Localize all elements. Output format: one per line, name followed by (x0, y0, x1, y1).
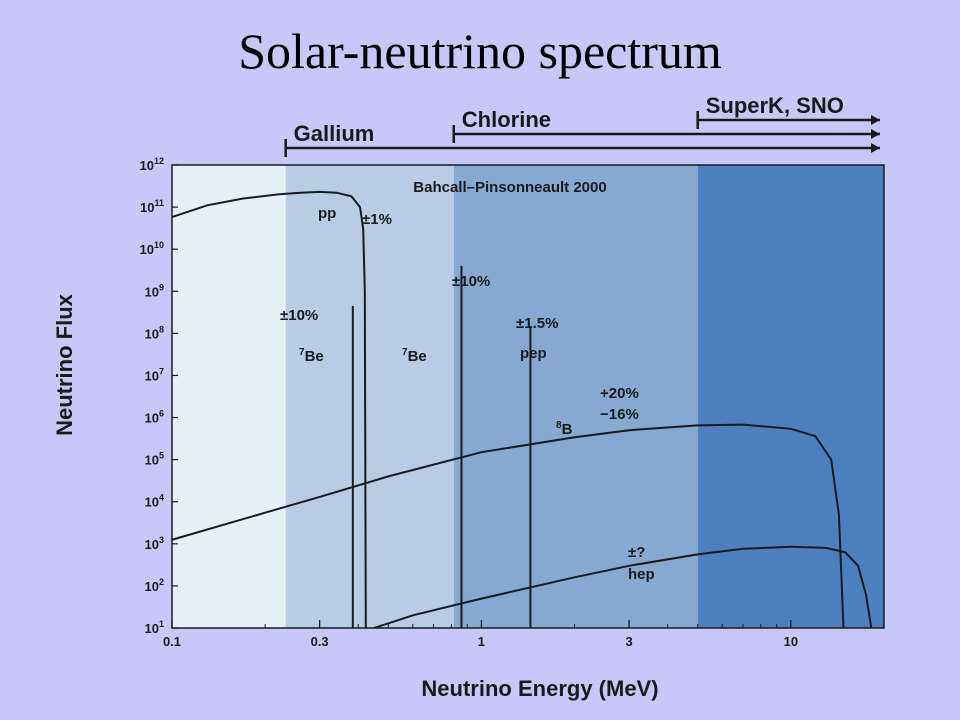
threshold-label: Chlorine (462, 107, 551, 132)
plot-frame (171, 164, 885, 629)
line-label-pep: pep (520, 345, 547, 362)
x-tick-label: 10 (784, 634, 798, 649)
y-tick-label: 101 (145, 619, 164, 636)
b8-uncertainty-lower: −16% (600, 406, 639, 423)
line-label-7Be-0.86: 7Be (402, 347, 427, 365)
x-tick-label: 3 (625, 634, 632, 649)
line-label-7Be-0.38: 7Be (299, 347, 324, 365)
region-chlorine (453, 165, 698, 628)
hep-label: hep (628, 566, 655, 583)
threshold-chlorine: Chlorine (452, 107, 880, 143)
threshold-label: Gallium (294, 121, 375, 146)
region-superk (697, 165, 884, 628)
threshold-label: SuperK, SNO (706, 93, 844, 118)
line-uncertainty-7Be-0.38: ±10% (280, 307, 318, 324)
hep-uncertainty: ±? (628, 544, 645, 561)
threshold-arrowhead (871, 115, 880, 125)
axes: 1011021031041051061071081091010101110120… (140, 156, 885, 649)
y-tick-label: 108 (145, 324, 164, 341)
y-tick-label: 1010 (140, 240, 164, 257)
pp-uncertainty: ±1% (362, 211, 392, 228)
b8-uncertainty-upper: +20% (600, 385, 639, 402)
threshold-superk-sno: SuperK, SNO (696, 93, 880, 129)
y-tick-label: 107 (145, 366, 164, 383)
b8-label: 8B (556, 420, 573, 438)
y-tick-label: 105 (145, 451, 164, 468)
threshold-bars: Gallium Chlorine SuperK, SNO (284, 93, 880, 157)
y-tick-label: 1012 (140, 156, 164, 173)
x-tick-label: 1 (478, 634, 485, 649)
chart-subtitle: Bahcall–Pinsonneault 2000 (413, 179, 606, 196)
x-tick-label: 0.3 (311, 634, 329, 649)
threshold-arrowhead (871, 143, 880, 153)
line-uncertainty-pep: ±1.5% (516, 315, 558, 332)
y-tick-label: 103 (145, 535, 164, 552)
y-tick-label: 1011 (140, 198, 164, 215)
y-tick-label: 102 (145, 577, 164, 594)
page-title: Solar-neutrino spectrum (238, 23, 722, 79)
x-tick-label: 0.1 (163, 634, 181, 649)
region-below-gallium (172, 165, 286, 628)
y-tick-label: 104 (145, 493, 164, 510)
flux-curves (171, 190, 873, 629)
threshold-gallium: Gallium (284, 121, 880, 157)
pp-label: pp (318, 205, 336, 222)
curve-8B (171, 423, 845, 629)
energy-regions (172, 165, 884, 628)
y-axis-label: Neutrino Flux (52, 293, 77, 436)
y-tick-label: 106 (145, 409, 164, 426)
curve-labels: pp ±1% +20% −16% 8B ±? hep ±10% 7Be ±10% 7Be ±1.5% p… (280, 205, 655, 583)
line-uncertainty-7Be-0.86: ±10% (452, 273, 490, 290)
curve-hep (373, 545, 873, 629)
region-gallium (285, 165, 454, 628)
y-tick-label: 109 (145, 282, 164, 299)
threshold-arrowhead (871, 129, 880, 139)
curve-pp (171, 190, 367, 629)
x-axis-label: Neutrino Energy (MeV) (421, 676, 658, 701)
